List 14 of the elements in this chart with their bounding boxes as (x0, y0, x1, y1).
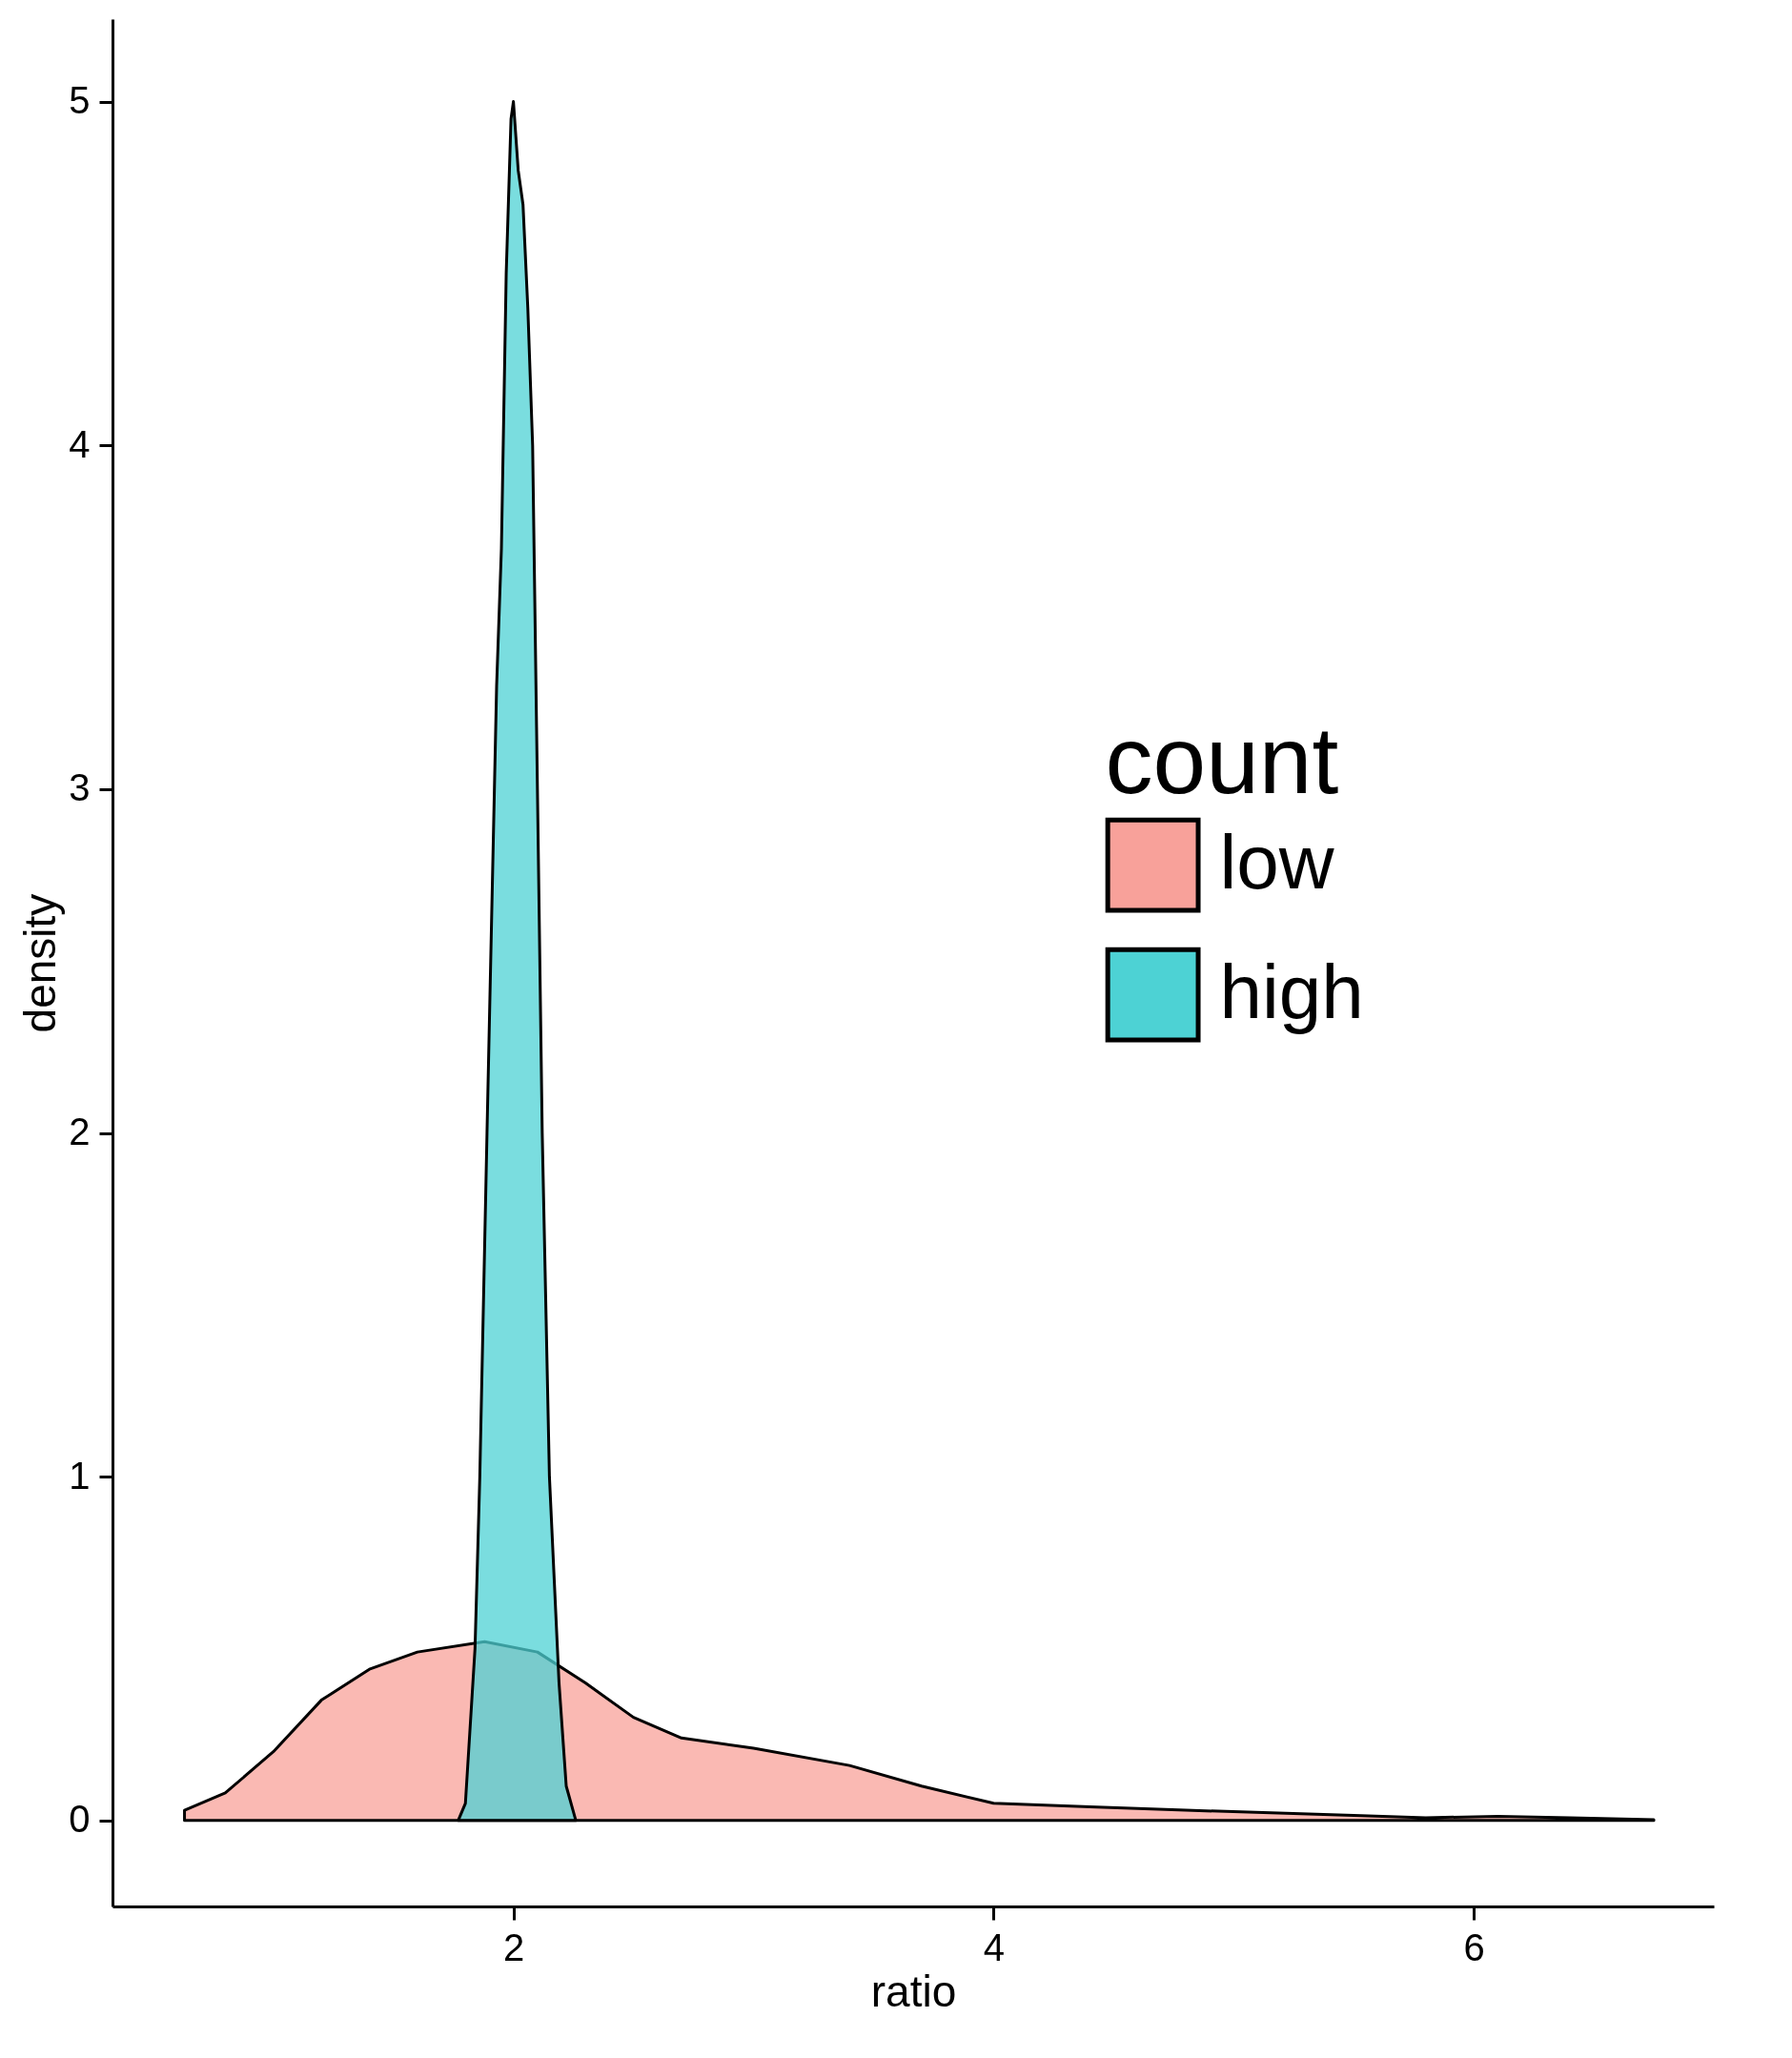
x-tick-label: 2 (503, 1926, 525, 1968)
y-axis-title: density (15, 893, 66, 1033)
x-axis-title: ratio (870, 1966, 957, 2016)
y-tick-label: 4 (69, 422, 91, 465)
legend-label: high (1219, 948, 1364, 1034)
x-tick-label: 4 (983, 1926, 1005, 1968)
y-tick-label: 2 (69, 1111, 91, 1153)
y-tick-label: 1 (69, 1454, 91, 1497)
legend-label: low (1219, 819, 1334, 905)
legend-title: count (1105, 705, 1339, 813)
y-tick-label: 5 (69, 79, 91, 122)
x-tick-label: 6 (1463, 1926, 1485, 1968)
y-tick-label: 3 (69, 766, 91, 809)
y-tick-label: 0 (69, 1798, 91, 1841)
